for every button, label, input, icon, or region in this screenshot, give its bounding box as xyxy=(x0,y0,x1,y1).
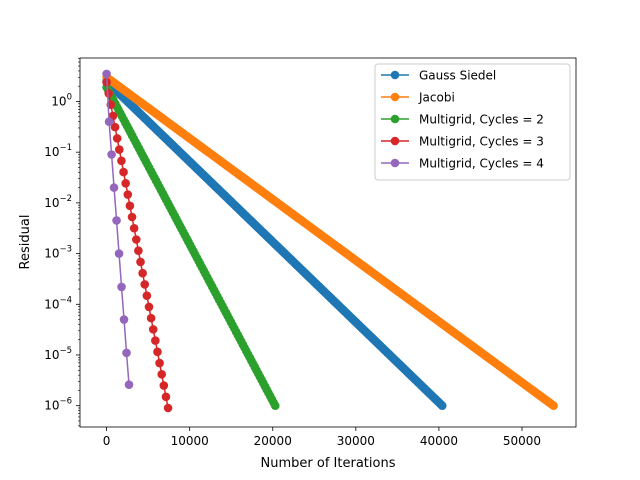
y-tick-label-2: 10−4 xyxy=(44,295,72,311)
x-tick-label-0: 0 xyxy=(103,434,111,448)
series-4-point-2 xyxy=(107,150,116,159)
series-3-point-7 xyxy=(117,156,126,166)
series-4-point-0 xyxy=(102,69,111,79)
legend-label-2: Multigrid, Cycles = 2 xyxy=(419,113,544,127)
plot-frame xyxy=(79,57,577,428)
series-3-point-11 xyxy=(125,201,135,211)
series-2-point-99 xyxy=(270,401,280,410)
y-axis: 10−6 10−5 10−4 10−3 10−2 10−1 100 xyxy=(44,58,80,427)
series-layer xyxy=(102,69,558,413)
legend-label-4: Multigrid, Cycles = 4 xyxy=(419,157,544,171)
legend-box xyxy=(374,63,571,181)
series-4-point-7 xyxy=(119,315,129,324)
legend-marker-1 xyxy=(390,92,400,102)
series-4-point-4 xyxy=(112,216,121,225)
series-3-point-29 xyxy=(163,403,173,413)
legend-marker-0 xyxy=(390,70,400,80)
series-3-point-4 xyxy=(110,122,120,132)
series-3-point-28 xyxy=(161,392,171,402)
series-3-point-18 xyxy=(140,280,150,289)
y-tick-label-4: 10−2 xyxy=(44,194,72,210)
series-3-point-23 xyxy=(151,336,160,345)
series-3-point-9 xyxy=(121,179,130,188)
series-0-point-299 xyxy=(437,401,447,410)
x-axis: 0 10000 20000 30000 40000 50000 xyxy=(103,427,541,448)
series-1 xyxy=(102,72,558,410)
series-3-point-15 xyxy=(134,246,143,256)
legend: Gauss Siedel Jacobi Multigrid, Cycles = 2 M… xyxy=(374,63,571,181)
series-4-point-1 xyxy=(104,117,114,126)
series-3-point-5 xyxy=(112,134,122,143)
series-3-point-14 xyxy=(131,235,141,244)
x-tick-label-4: 40000 xyxy=(420,434,458,448)
series-4-point-6 xyxy=(117,282,126,292)
x-tick-label-1: 10000 xyxy=(171,434,209,448)
series-4-point-9 xyxy=(124,380,134,389)
legend-label-3: Multigrid, Cycles = 3 xyxy=(419,135,544,149)
legend-label-1: Jacobi xyxy=(418,91,455,105)
x-axis-label: Number of Iterations xyxy=(261,456,396,471)
series-4 xyxy=(102,69,134,389)
series-3-point-27 xyxy=(159,381,169,390)
y-tick-label-6: 100 xyxy=(51,92,72,108)
y-tick-label-3: 10−3 xyxy=(44,245,72,261)
series-1-point-329 xyxy=(549,401,558,410)
x-tick-label-2: 20000 xyxy=(254,434,292,448)
series-0 xyxy=(102,76,447,410)
series-3-point-21 xyxy=(146,313,156,323)
series-4-point-3 xyxy=(109,183,119,192)
y-tick-label-1: 10−5 xyxy=(44,346,72,362)
series-3-point-20 xyxy=(144,302,154,312)
series-3-point-6 xyxy=(115,145,124,154)
legend-marker-4 xyxy=(390,158,400,168)
series-line-4 xyxy=(105,73,130,385)
series-3-point-26 xyxy=(157,370,167,379)
series-3-point-8 xyxy=(119,167,128,177)
series-3-point-12 xyxy=(127,212,137,222)
series-3-point-17 xyxy=(138,268,147,278)
legend-marker-3 xyxy=(390,136,400,146)
series-2 xyxy=(102,83,280,410)
series-3-point-24 xyxy=(153,347,162,357)
legend-label-0: Gauss Siedel xyxy=(419,69,496,83)
x-tick-label-5: 50000 xyxy=(503,434,541,448)
x-tick-label-3: 30000 xyxy=(337,434,375,448)
y-tick-label-0: 10−6 xyxy=(44,397,72,413)
series-3-point-13 xyxy=(129,223,139,233)
series-3-point-19 xyxy=(142,291,152,300)
y-tick-label-5: 10−1 xyxy=(44,143,72,159)
series-3 xyxy=(102,77,173,413)
series-3-point-25 xyxy=(155,358,164,368)
y-axis-label: Residual xyxy=(18,215,33,270)
series-3-point-1 xyxy=(104,89,114,98)
legend-marker-2 xyxy=(390,114,400,124)
series-3-point-16 xyxy=(136,257,145,267)
series-4-point-5 xyxy=(114,249,124,258)
series-3-point-22 xyxy=(148,325,158,334)
series-4-point-8 xyxy=(122,348,131,358)
series-3-point-10 xyxy=(123,190,133,199)
